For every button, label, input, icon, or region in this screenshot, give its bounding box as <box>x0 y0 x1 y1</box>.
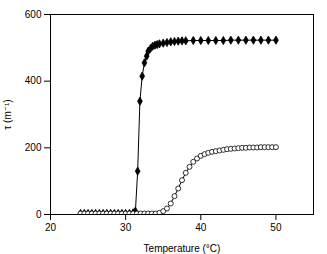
svg-text:400: 400 <box>25 75 42 86</box>
svg-text:50: 50 <box>270 222 282 233</box>
svg-text:Temperature (°C): Temperature (°C) <box>144 243 221 254</box>
svg-text:τ (m⁻¹): τ (m⁻¹) <box>2 99 13 129</box>
svg-text:20: 20 <box>45 222 57 233</box>
svg-text:600: 600 <box>25 9 42 20</box>
svg-text:30: 30 <box>120 222 132 233</box>
svg-text:40: 40 <box>195 222 207 233</box>
svg-text:0: 0 <box>36 209 42 220</box>
svg-text:200: 200 <box>25 142 42 153</box>
